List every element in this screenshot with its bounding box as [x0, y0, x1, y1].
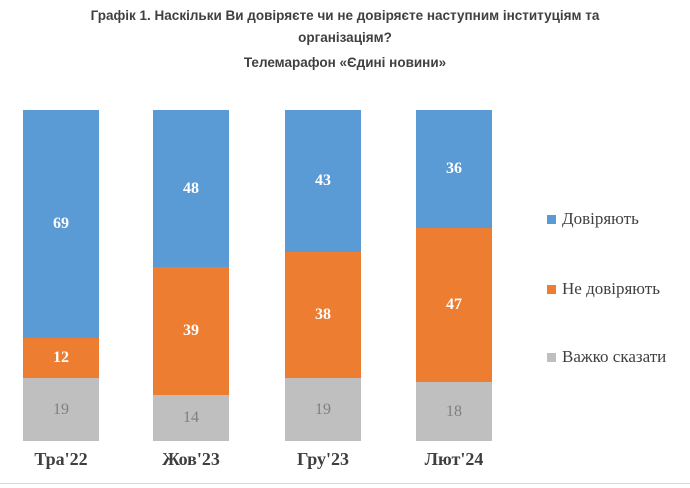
bar-value-label: 19: [315, 400, 331, 418]
bar-segment-hard-to-say: 19: [285, 378, 361, 441]
chart-title-block: Графік 1. Наскільки Ви довіряєте чи не д…: [0, 5, 690, 74]
bar-segment-trust: 36: [416, 110, 492, 228]
bottom-divider: [0, 483, 690, 484]
legend-label-distrust: Не довіряють: [562, 279, 660, 298]
x-axis-category-label: Жов'23: [162, 449, 220, 469]
bar-segment-trust: 48: [153, 110, 229, 268]
bar-value-label: 43: [315, 172, 331, 190]
chart-title-line1: Графік 1. Наскільки Ви довіряєте чи не д…: [90, 8, 600, 23]
bar-segment-hard-to-say: 19: [23, 378, 99, 441]
bar-segment-hard-to-say: 18: [416, 382, 492, 441]
bar-segment-distrust: 12: [23, 338, 99, 379]
legend-item-hard-to-say: Важко сказати: [547, 347, 666, 367]
bar-column-0: 69 12 19: [23, 110, 99, 441]
bar-value-label: 69: [53, 215, 69, 233]
legend-label-hard-to-say: Важко сказати: [562, 347, 667, 366]
bar-segment-distrust: 38: [285, 252, 361, 379]
bar-value-label: 12: [53, 349, 69, 367]
bar-value-label: 18: [446, 402, 462, 420]
bar-segment-trust: 69: [23, 110, 99, 339]
legend-label-trust: Довіряють: [562, 209, 639, 228]
legend-swatch-hard-to-say-icon: [547, 352, 556, 362]
bar-value-label: 47: [446, 296, 462, 313]
x-axis-category-label: Лют'24: [424, 449, 484, 469]
bar-segment-trust: 43: [285, 110, 361, 253]
bar-value-label: 48: [183, 179, 199, 197]
legend-item-trust: Довіряють: [547, 209, 639, 229]
bar-segment-distrust: 47: [416, 228, 492, 383]
x-axis-category-label: Гру'23: [296, 449, 350, 469]
bar-value-label: 36: [446, 160, 462, 178]
bar-value-label: 39: [183, 322, 199, 340]
legend-swatch-distrust-icon: [547, 284, 556, 294]
legend-item-distrust: Не довіряють: [547, 279, 660, 299]
x-axis-category-label: Тра'22: [34, 449, 88, 469]
bar-value-label: 19: [53, 400, 69, 418]
legend-swatch-trust-icon: [547, 214, 556, 224]
bar-column-2: 43 38 19: [285, 110, 361, 441]
bar-value-label: 14: [183, 409, 199, 427]
chart-subtitle: Телемарафон «Єдині новини»: [243, 55, 447, 70]
bar-value-label: 38: [315, 306, 331, 324]
bar-segment-distrust: 39: [153, 267, 229, 396]
bar-column-1: 48 39 14: [153, 110, 229, 441]
bar-segment-hard-to-say: 14: [153, 395, 229, 441]
bar-column-3: 36 47 18: [416, 110, 492, 441]
chart-title-line2: організаціям?: [298, 30, 392, 45]
